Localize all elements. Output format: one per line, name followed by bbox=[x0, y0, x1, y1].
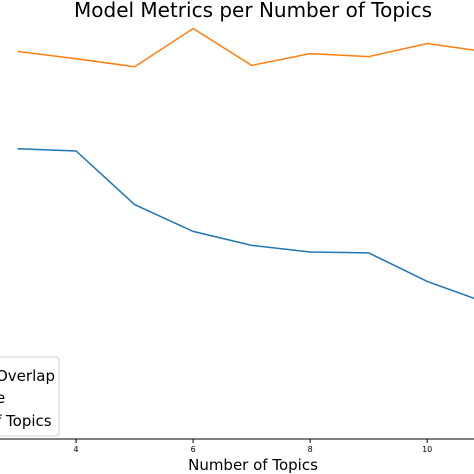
plot-lines bbox=[17, 27, 474, 300]
legend-entry-2: e bbox=[0, 389, 5, 407]
x-ticks: 4 6 8 10 bbox=[74, 439, 432, 454]
series-line-2 bbox=[17, 148, 474, 300]
x-tick-label: 6 bbox=[191, 445, 196, 454]
legend-entry-1: Overlap bbox=[0, 367, 55, 385]
x-tick-label: 8 bbox=[308, 445, 313, 454]
series-line-1 bbox=[17, 27, 474, 68]
x-tick-label: 4 bbox=[74, 445, 79, 454]
x-axis-label: Number of Topics bbox=[188, 456, 318, 474]
legend-box bbox=[0, 356, 60, 437]
legend-entry-3: f Topics bbox=[0, 412, 52, 430]
chart-title: Model Metrics per Number of Topics bbox=[74, 0, 432, 22]
legend: Overlap e f Topics bbox=[0, 356, 60, 437]
x-tick-label: 10 bbox=[422, 445, 432, 454]
